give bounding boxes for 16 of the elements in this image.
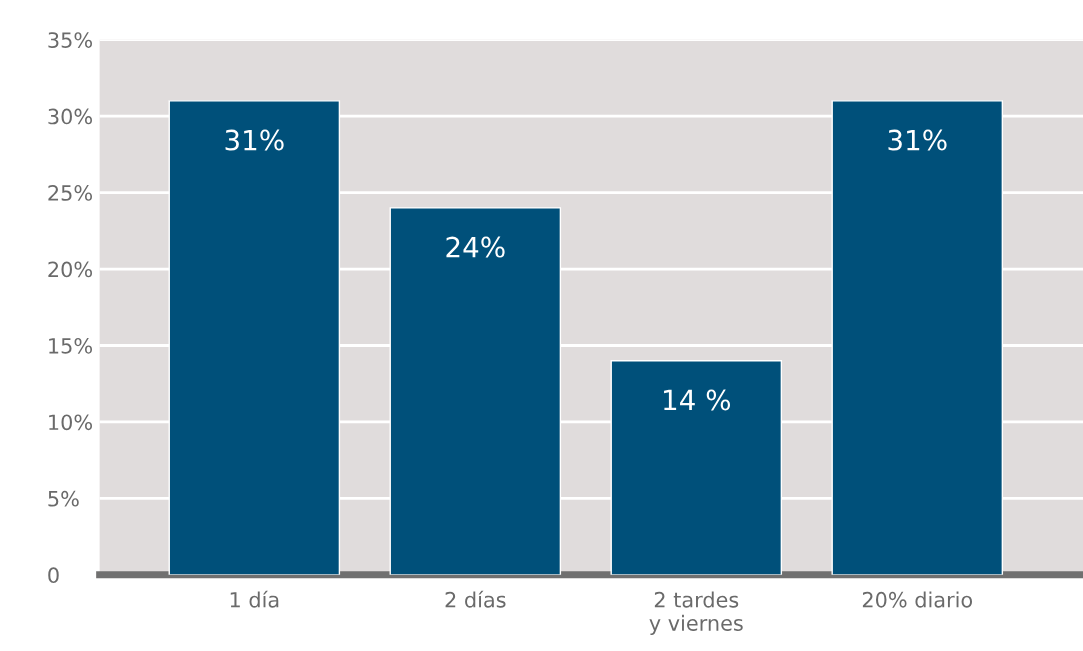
y-tick-label: 15% [49,337,93,354]
data-label: 31% [225,129,284,151]
x-tick-label: 1 día [230,590,279,608]
x-tick-label: 2 tardes y viernes [649,591,743,635]
y-tick-label: 0 [48,567,59,584]
y-tick-label: 25% [48,185,93,201]
x-tick-label: 2 días [445,590,506,608]
y-tick-label: 5% [48,490,79,507]
data-label: 24% [446,236,505,258]
data-label: 14 % [664,389,731,411]
y-tick-label: 35% [48,32,93,48]
y-tick-label: 20% [48,261,93,278]
y-tick-label: 30% [48,108,93,125]
y-tick-label: 10% [49,414,93,431]
x-tick-label: 20% diario [862,591,973,608]
data-label: 31% [888,129,947,151]
